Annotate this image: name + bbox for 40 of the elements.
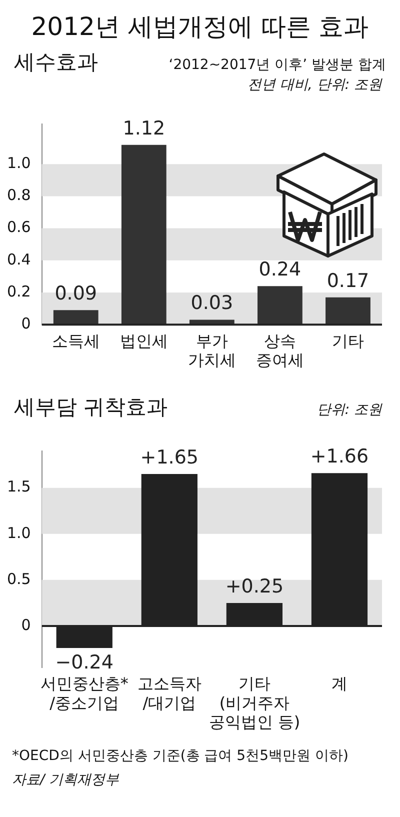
y-tick-label: 0: [21, 314, 31, 332]
data-label: +1.65: [140, 446, 199, 468]
y-tick-label: 0.8: [6, 186, 31, 204]
data-label: 0.09: [54, 282, 98, 305]
chart-title: 세부담 귀착효과: [14, 394, 168, 421]
y-tick-label: 0.5: [6, 570, 31, 588]
data-label: 0.03: [190, 292, 234, 314]
data-label: 0.17: [326, 270, 370, 292]
x-tick-label: 기타 (비거주자 공익법인 등): [208, 674, 300, 732]
x-tick-label: 상속 증여세: [256, 331, 304, 370]
x-tick-label: 법인세: [120, 331, 168, 350]
y-tick-label: 0: [21, 616, 31, 634]
text: ‘2012~2017년 이후’ 발생분 합계: [168, 56, 386, 74]
bar: [326, 297, 370, 325]
y-tick-label: 1.0: [6, 524, 31, 542]
bar: [121, 144, 166, 325]
data-label: 0.24: [258, 258, 302, 281]
data-label: 1.12: [122, 117, 166, 140]
x-tick-label: 서민중산층* /중소기업: [40, 674, 128, 712]
chart-subtitle: 세수효과: [14, 49, 98, 76]
text: 자료/ 기획재정부: [11, 771, 120, 789]
x-tick-label: 기타: [332, 331, 364, 350]
data-label: −0.24: [55, 652, 114, 674]
y-tick-label: 0.4: [6, 250, 31, 268]
x-tick-label: 부가 가치세: [188, 331, 236, 370]
text: 단위: 조원: [316, 401, 384, 419]
data-label: +1.66: [310, 446, 369, 468]
text: 전년 대비, 단위: 조원: [246, 76, 384, 94]
y-tick-label: 0.2: [6, 282, 31, 300]
y-tick-label: 1.0: [6, 154, 31, 172]
y-tick-label: 0.6: [6, 218, 31, 236]
data-label: +0.25: [225, 575, 284, 598]
bar: [258, 286, 302, 325]
chart-title: 2012년 세법개정에 따른 효과: [30, 11, 370, 43]
text: *OECD의 서민중산층 기준(총 급여 5천5백만원 이하): [11, 747, 350, 765]
x-tick-label: 고소득자 /대기업: [137, 674, 202, 712]
x-tick-label: 소득세: [52, 331, 100, 350]
bar: [53, 310, 98, 325]
y-tick-label: 1.5: [6, 478, 31, 496]
x-tick-label: 계: [331, 674, 348, 694]
